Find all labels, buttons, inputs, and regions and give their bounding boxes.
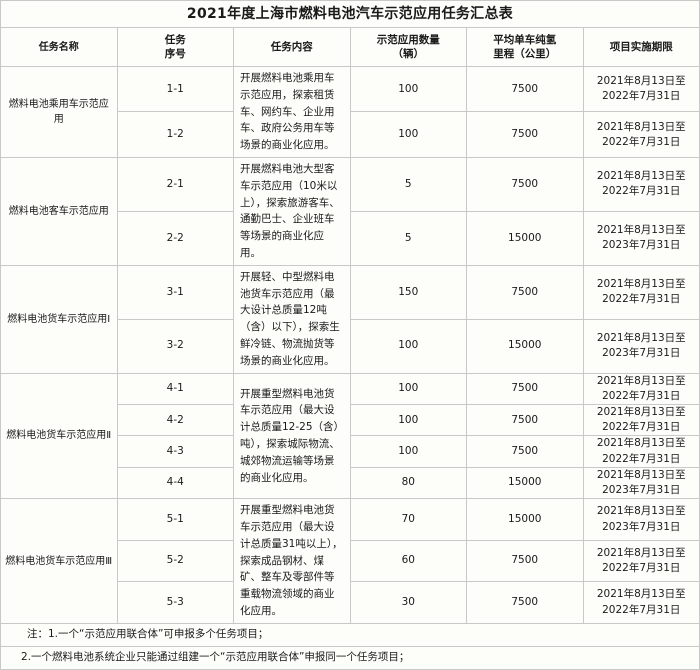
table-row: 2-2 5 15000 2021年8月13日至2023年7月31日 [1, 210, 700, 266]
title-row: 2021年度上海市燃料电池汽车示范应用任务汇总表 [0, 0, 700, 28]
table-row: 燃料电池客车示范应用 2-1 开展燃料电池大型客车示范应用（10米以上），探索旅游客… [0, 156, 700, 266]
period-cell: 2021年8月13日至2022年7月31日 [582, 156, 700, 212]
demo-qty-cell: 150 [349, 264, 467, 320]
task-seq-cell: 4-3 [116, 435, 234, 468]
column-header-demo-qty: 示范应用数量 （辆） [349, 27, 467, 67]
avg-mileage-cell: 15000 [466, 318, 584, 374]
avg-mileage-cell: 15000 [466, 498, 584, 541]
demo-qty-cell: 100 [349, 403, 467, 437]
demo-qty-cell: 100 [349, 435, 467, 468]
demo-qty-cell: 100 [349, 318, 467, 374]
task-seq-cell: 5-1 [116, 498, 234, 541]
task-seq-cell: 4-2 [116, 403, 234, 437]
avg-mileage-cell: 7500 [466, 435, 584, 468]
demo-qty-cell: 80 [349, 466, 467, 500]
period-cell: 2021年8月13日至2022年7月31日 [582, 581, 700, 624]
column-header-avg-mileage-line2: 里程（公里） [493, 48, 557, 60]
period-cell: 2021年8月13日至2022年7月31日 [582, 403, 700, 437]
column-header-task-seq-line1: 任务 [164, 33, 186, 46]
avg-mileage-cell: 7500 [466, 65, 584, 113]
period-cell: 2021年8月13日至2022年7月31日 [582, 264, 700, 320]
table-row: 燃料电池乘用车示范应用 1-1 开展燃料电池乘用车示范应用，探索租赁车、网约车、企业… [0, 65, 700, 158]
demo-qty-cell: 30 [349, 581, 467, 624]
task-seq-cell: 5-3 [116, 581, 234, 624]
table-row: 燃料电池货车示范应用Ⅱ 4-1 开展重型燃料电池货车示范应用（最大设计总质量12-2… [0, 372, 700, 500]
column-header-task-seq-line2: 序号 [164, 48, 186, 60]
task-seq-cell: 3-1 [116, 264, 234, 320]
period-cell: 2021年8月13日至2023年7月31日 [582, 498, 700, 541]
task-name-cell: 燃料电池客车示范应用 [0, 156, 118, 266]
table-row: 燃料电池货车示范应用Ⅲ 5-1 开展重型燃料电池货车示范应用（最大设计总质量31吨以… [0, 498, 700, 624]
header-row: 任务名称 任务 序号 任务内容 示范应用数量 （辆） 平均单车纯氢 里程（公里） 项目实施期限 [0, 27, 700, 67]
period-cell: 2021年8月13日至2022年7月31日 [582, 435, 700, 468]
demo-qty-cell: 5 [349, 210, 467, 266]
task-name-cell: 燃料电池乘用车示范应用 [0, 66, 118, 158]
table-row: 3-2 100 15000 2021年8月13日至2023年7月31日 [1, 318, 700, 374]
avg-mileage-cell: 15000 [466, 466, 584, 500]
column-header-period: 项目实施期限 [582, 27, 700, 67]
task-content-cell: 开展重型燃料电池货车示范应用（最大设计总质量31吨以上），探索成品钢材、煤矿、整… [233, 498, 351, 624]
note-row: 注：1.一个“示范应用联合体”可申报多个任务项目； [0, 622, 700, 647]
task-content-cell: 开展燃料电池大型客车示范应用（10米以上），探索旅游客车、通勤巴士、企业班车等场… [233, 156, 351, 266]
column-header-demo-qty-line2: （辆） [392, 48, 425, 60]
note-text: 2.一个燃料电池系统企业只能通过组建一个“示范应用联合体”申报同一个任务项目； [0, 645, 700, 670]
column-header-task-name: 任务名称 [0, 27, 118, 67]
demo-qty-cell: 100 [349, 111, 467, 158]
page-title: 2021年度上海市燃料电池汽车示范应用任务汇总表 [0, 0, 700, 28]
task-seq-cell: 2-2 [116, 210, 234, 266]
demo-qty-cell: 60 [349, 539, 467, 583]
column-header-demo-qty-line1: 示范应用数量 [376, 33, 440, 46]
period-cell: 2021年8月13日至2023年7月31日 [582, 318, 700, 374]
task-seq-cell: 4-4 [116, 466, 234, 500]
task-content-cell: 开展重型燃料电池货车示范应用（最大设计总质量12-25（含）吨），探索城际物流、… [233, 372, 351, 500]
demo-qty-cell: 100 [349, 65, 467, 113]
period-cell: 2021年8月13日至2022年7月31日 [582, 372, 700, 405]
column-header-task-content: 任务内容 [233, 27, 351, 67]
demo-qty-cell: 5 [349, 156, 467, 212]
task-content-cell: 开展轻、中型燃料电池货车示范应用（最大设计总质量12吨（含）以下），探索生鲜冷链… [233, 264, 351, 374]
period-cell: 2021年8月13日至2022年7月31日 [582, 539, 700, 583]
task-seq-cell: 5-2 [116, 539, 234, 583]
task-name-cell: 燃料电池货车示范应用Ⅰ [0, 264, 118, 374]
avg-mileage-cell: 7500 [466, 403, 584, 437]
task-name-cell: 燃料电池货车示范应用Ⅲ [0, 498, 118, 624]
column-header-avg-mileage: 平均单车纯氢 里程（公里） [466, 27, 584, 67]
task-name-cell: 燃料电池货车示范应用Ⅱ [0, 372, 118, 500]
period-cell: 2021年8月13日至2022年7月31日 [582, 65, 700, 113]
column-header-task-seq: 任务 序号 [116, 27, 234, 67]
avg-mileage-cell: 15000 [466, 210, 584, 266]
task-seq-cell: 2-1 [116, 156, 234, 212]
avg-mileage-cell: 7500 [466, 264, 584, 320]
task-seq-cell: 1-1 [116, 65, 234, 113]
period-cell: 2021年8月13日至2022年7月31日 [582, 111, 700, 158]
avg-mileage-cell: 7500 [466, 539, 584, 583]
period-cell: 2021年8月13日至2023年7月31日 [582, 210, 700, 266]
avg-mileage-cell: 7500 [466, 581, 584, 624]
avg-mileage-cell: 7500 [466, 372, 584, 405]
period-cell: 2021年8月13日至2023年7月31日 [582, 466, 700, 500]
task-seq-cell: 3-2 [116, 318, 234, 374]
note-text: 注：1.一个“示范应用联合体”可申报多个任务项目； [0, 622, 700, 647]
avg-mileage-cell: 7500 [466, 156, 584, 212]
table-row: 燃料电池货车示范应用Ⅰ 3-1 开展轻、中型燃料电池货车示范应用（最大设计总质量12… [0, 264, 700, 374]
table-row: 1-2 100 7500 2021年8月13日至2022年7月31日 [1, 111, 700, 158]
note-row: 2.一个燃料电池系统企业只能通过组建一个“示范应用联合体”申报同一个任务项目； [0, 645, 700, 670]
demo-qty-cell: 100 [349, 372, 467, 405]
column-header-avg-mileage-line1: 平均单车纯氢 [493, 33, 557, 46]
task-seq-cell: 4-1 [116, 372, 234, 405]
demo-qty-cell: 70 [349, 498, 467, 541]
avg-mileage-cell: 7500 [466, 111, 584, 158]
task-seq-cell: 1-2 [116, 111, 234, 158]
task-content-cell: 开展燃料电池乘用车示范应用，探索租赁车、网约车、企业用车、政府公务用车等场景的商… [233, 66, 351, 158]
